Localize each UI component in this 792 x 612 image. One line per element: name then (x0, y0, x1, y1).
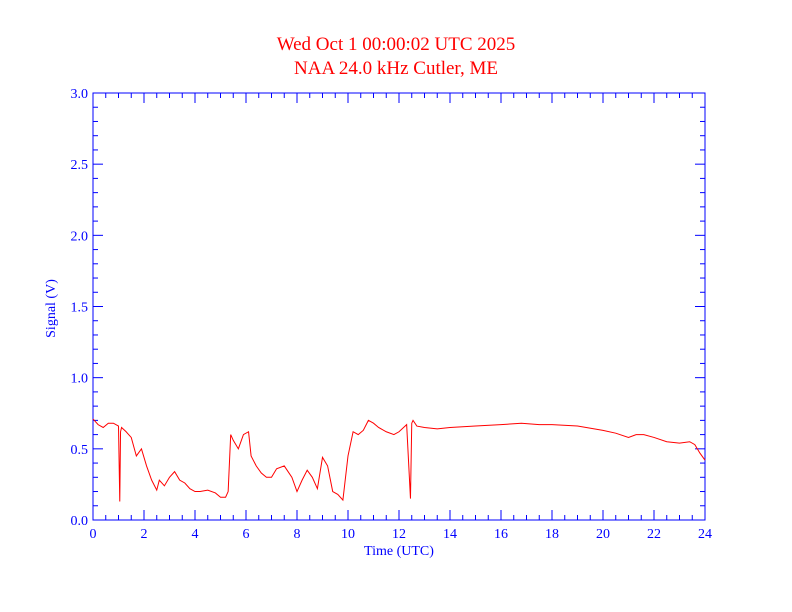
y-tick-label: 0.5 (71, 443, 89, 458)
x-tick-label: 8 (294, 527, 301, 542)
x-tick-label: 4 (192, 527, 199, 542)
x-tick-label: 6 (243, 527, 250, 542)
plot-frame (92, 92, 706, 521)
chart-title: Wed Oct 1 00:00:02 UTC 2025 (276, 34, 516, 55)
chart-subtitle: NAA 24.0 kHz Cutler, ME (294, 58, 498, 79)
y-axis-label: Signal (V) (44, 279, 59, 338)
y-tick-label: 1.0 (71, 372, 89, 387)
x-tick-label: 22 (647, 527, 661, 542)
y-tick-label: 1.5 (71, 301, 89, 316)
y-tick-label: 0.0 (71, 514, 89, 529)
y-tick-label: 3.0 (71, 87, 89, 102)
x-tick-label: 20 (596, 527, 610, 542)
x-tick-label: 14 (443, 527, 457, 542)
x-tick-label: 18 (545, 527, 559, 542)
x-tick-label: 2 (141, 527, 148, 542)
x-tick-label: 10 (341, 527, 355, 542)
x-axis-label: Time (UTC) (364, 544, 434, 559)
x-tick-label: 12 (392, 527, 406, 542)
y-tick-label: 2.0 (71, 229, 89, 244)
x-tick-label: 24 (698, 527, 712, 542)
x-tick-label: 0 (90, 527, 97, 542)
y-tick-label: 2.5 (71, 158, 89, 173)
x-tick-label: 16 (494, 527, 508, 542)
series-line (92, 418, 706, 502)
